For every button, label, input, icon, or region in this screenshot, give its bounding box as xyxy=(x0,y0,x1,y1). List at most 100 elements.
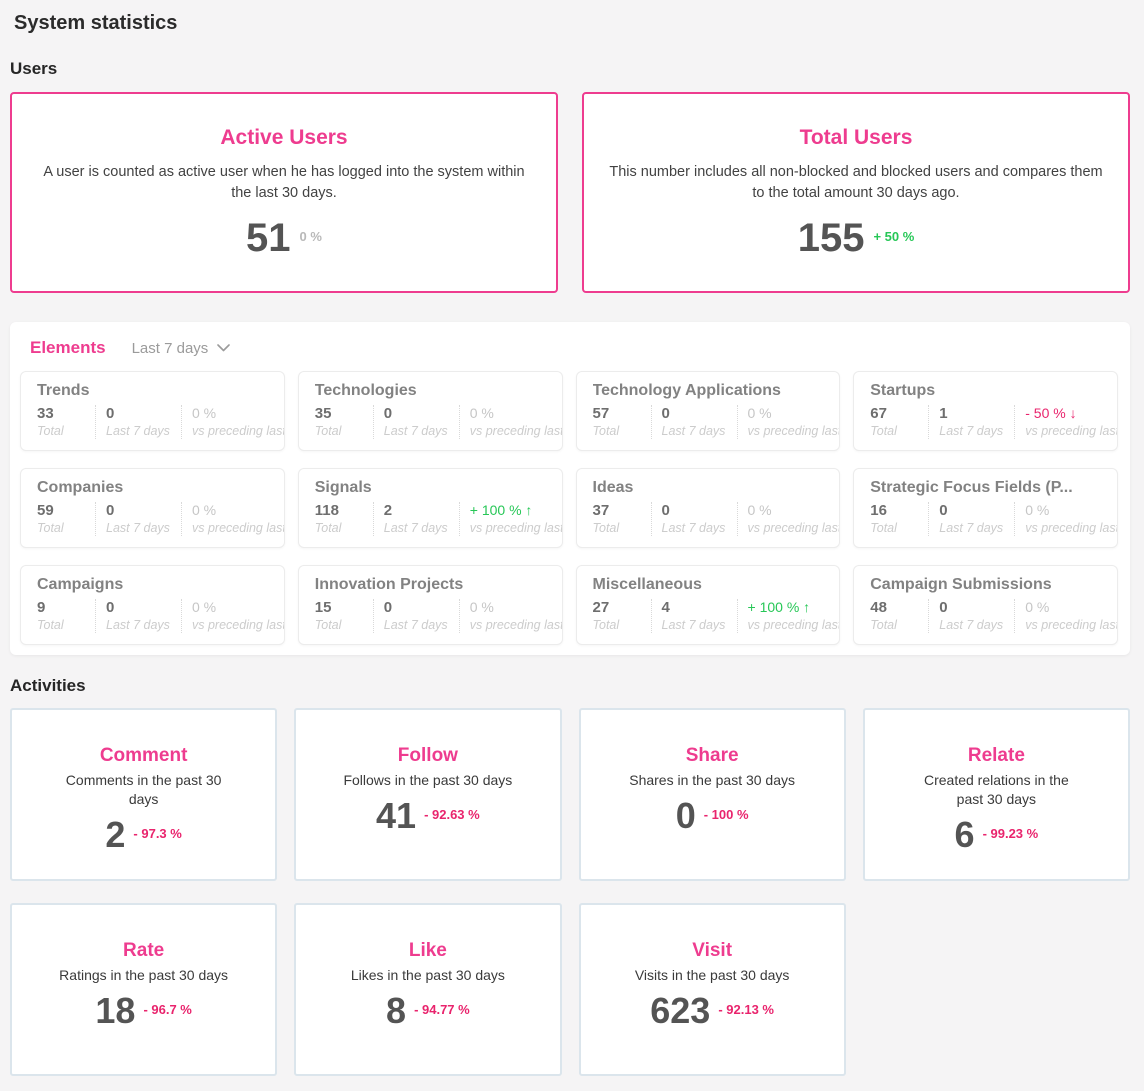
elements-header: Elements Last 7 days xyxy=(30,338,1118,358)
tile-vs-label: vs preceding last 7 days xyxy=(470,521,542,536)
tile-last7-label: Last 7 days xyxy=(106,521,173,536)
tile-delta-value: 0 % xyxy=(192,405,264,422)
range-dropdown[interactable]: Last 7 days xyxy=(132,340,231,357)
tile-last7-value: 0 xyxy=(662,405,729,422)
tile-total-value: 35 xyxy=(315,405,365,422)
tile-delta-value: 0 % xyxy=(192,502,264,519)
tile-title: Ideas xyxy=(593,479,828,497)
tile-title: Trends xyxy=(37,382,272,400)
activity-value: 6 xyxy=(955,817,975,853)
element-tile-ideas: Ideas 37Total 0Last 7 days 0 %vs precedi… xyxy=(576,468,841,548)
active-users-description: A user is counted as active user when he… xyxy=(32,162,537,204)
activity-delta: - 97.3 % xyxy=(133,826,181,841)
users-section-heading: Users xyxy=(10,59,1130,79)
tile-total-value: 118 xyxy=(315,502,365,519)
tile-total-value: 67 xyxy=(870,405,920,422)
elements-section-heading: Elements xyxy=(30,338,106,358)
total-users-delta: + 50 % xyxy=(873,229,914,244)
tile-vs-label: vs preceding last 7 days xyxy=(192,618,264,633)
tile-delta-value: 0 % xyxy=(1025,502,1097,519)
tile-total-label: Total xyxy=(315,521,365,536)
tile-last7-value: 0 xyxy=(384,599,451,616)
tile-total-label: Total xyxy=(870,521,920,536)
activity-value: 623 xyxy=(650,993,710,1029)
tile-vs-label: vs preceding last 7 days xyxy=(470,618,542,633)
activity-description: Ratings in the past 30 days xyxy=(58,966,230,985)
tile-last7-value: 1 xyxy=(939,405,1006,422)
activity-title: Comment xyxy=(12,745,275,767)
tile-total-value: 48 xyxy=(870,599,920,616)
tile-delta-value: + 100 % ↑ xyxy=(470,502,542,519)
tile-title: Campaign Submissions xyxy=(870,576,1105,594)
active-users-value: 51 xyxy=(246,218,291,258)
element-tile-companies: Companies 59Total 0Last 7 days 0 %vs pre… xyxy=(20,468,285,548)
element-tile-trends: Trends 33Total 0Last 7 days 0 %vs preced… xyxy=(20,371,285,451)
activity-value: 41 xyxy=(376,798,416,834)
tile-last7-label: Last 7 days xyxy=(106,424,173,439)
tile-title: Startups xyxy=(870,382,1105,400)
tile-last7-value: 0 xyxy=(106,405,173,422)
tile-last7-value: 2 xyxy=(384,502,451,519)
tile-total-label: Total xyxy=(315,618,365,633)
element-tile-technology-applications: Technology Applications 57Total 0Last 7 … xyxy=(576,371,841,451)
active-users-delta: 0 % xyxy=(300,229,322,244)
trend-up-icon: ↑ xyxy=(803,599,810,615)
tile-total-label: Total xyxy=(315,424,365,439)
tile-total-value: 59 xyxy=(37,502,87,519)
tile-vs-label: vs preceding last 7 days xyxy=(192,424,264,439)
tile-last7-label: Last 7 days xyxy=(939,424,1006,439)
activity-card-visit: Visit Visits in the past 30 days 623 - 9… xyxy=(579,903,846,1076)
tile-last7-label: Last 7 days xyxy=(939,521,1006,536)
tile-vs-label: vs preceding last 7 days xyxy=(748,521,820,536)
element-tile-technologies: Technologies 35Total 0Last 7 days 0 %vs … xyxy=(298,371,563,451)
tile-last7-label: Last 7 days xyxy=(384,521,451,536)
activity-delta: - 99.23 % xyxy=(983,826,1039,841)
activity-title: Follow xyxy=(296,745,559,767)
activity-delta: - 92.63 % xyxy=(424,807,480,822)
trend-up-icon: ↑ xyxy=(525,502,532,518)
tile-last7-value: 0 xyxy=(939,599,1006,616)
activity-delta: - 92.13 % xyxy=(718,1002,774,1017)
element-tiles-grid: Trends 33Total 0Last 7 days 0 %vs preced… xyxy=(20,371,1118,645)
tile-last7-value: 4 xyxy=(662,599,729,616)
tile-delta-value: 0 % xyxy=(470,405,542,422)
tile-total-label: Total xyxy=(37,618,87,633)
activity-description: Created relations in the past 30 days xyxy=(910,771,1082,809)
element-tile-miscellaneous: Miscellaneous 27Total 4Last 7 days + 100… xyxy=(576,565,841,645)
activity-title: Like xyxy=(296,940,559,962)
total-users-value-row: 155 + 50 % xyxy=(584,218,1128,258)
tile-total-label: Total xyxy=(870,424,920,439)
tile-last7-label: Last 7 days xyxy=(384,424,451,439)
tile-vs-label: vs preceding last 7 days xyxy=(192,521,264,536)
tile-vs-label: vs preceding last 7 days xyxy=(748,424,820,439)
tile-total-value: 9 xyxy=(37,599,87,616)
tile-title: Miscellaneous xyxy=(593,576,828,594)
tile-title: Technology Applications xyxy=(593,382,828,400)
tile-delta-value: 0 % xyxy=(470,599,542,616)
tile-last7-label: Last 7 days xyxy=(384,618,451,633)
activity-description: Follows in the past 30 days xyxy=(342,771,514,790)
total-users-description: This number includes all non-blocked and… xyxy=(604,162,1109,204)
total-users-title: Total Users xyxy=(584,126,1128,150)
activity-card-comment: Comment Comments in the past 30 days 2 -… xyxy=(10,708,277,881)
page-title: System statistics xyxy=(14,12,1130,35)
activity-title: Share xyxy=(581,745,844,767)
tile-title: Signals xyxy=(315,479,550,497)
tile-last7-label: Last 7 days xyxy=(939,618,1006,633)
element-tile-strategic-focus-fields: Strategic Focus Fields (P... 16Total 0La… xyxy=(853,468,1118,548)
tile-last7-value: 0 xyxy=(384,405,451,422)
active-users-card: Active Users A user is counted as active… xyxy=(10,92,558,293)
tile-total-value: 16 xyxy=(870,502,920,519)
activities-cards-grid: Comment Comments in the past 30 days 2 -… xyxy=(10,708,1130,1091)
element-tile-signals: Signals 118 Total 2 Last 7 days + 100 % ↑ v… xyxy=(298,468,563,548)
total-users-card: Total Users This number includes all non… xyxy=(582,92,1130,293)
tile-title: Technologies xyxy=(315,382,550,400)
tile-total-label: Total xyxy=(593,521,643,536)
element-tile-startups: Startups 67Total 1Last 7 days - 50 % ↓vs… xyxy=(853,371,1118,451)
tile-title: Innovation Projects xyxy=(315,576,550,594)
tile-total-value: 27 xyxy=(593,599,643,616)
tile-last7-value: 0 xyxy=(106,502,173,519)
tile-last7-label: Last 7 days xyxy=(662,521,729,536)
tile-last7-label: Last 7 days xyxy=(106,618,173,633)
system-statistics-page: System statistics Users Active Users A u… xyxy=(0,0,1144,1091)
